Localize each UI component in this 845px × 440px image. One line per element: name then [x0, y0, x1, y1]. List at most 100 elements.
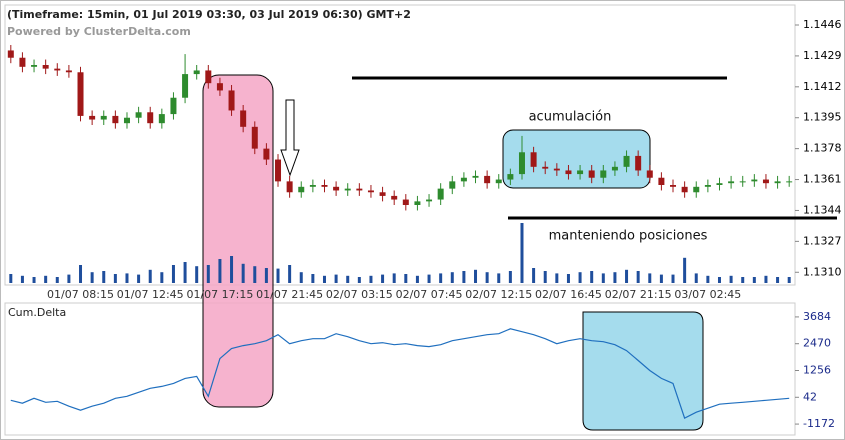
down-arrow — [280, 99, 300, 177]
volume-bar — [659, 274, 663, 283]
candle-body — [100, 115, 107, 120]
candle-body — [762, 179, 769, 184]
candle-body — [588, 170, 595, 178]
accumulation-box — [502, 129, 651, 189]
candle-body — [786, 181, 793, 183]
volume-bar — [590, 271, 594, 283]
candle-body — [42, 65, 49, 69]
candle-body — [449, 181, 456, 189]
candle-body — [19, 57, 26, 67]
volume-bar — [543, 271, 547, 283]
candle-body — [391, 195, 398, 200]
x-tick-label: 01/07 21:45 — [256, 288, 323, 301]
volume-bar — [752, 277, 756, 283]
x-tick-label: 02/07 16:45 — [535, 288, 602, 301]
volume-bar — [264, 268, 268, 283]
volume-bar — [776, 277, 780, 283]
volume-bar — [230, 256, 234, 283]
volume-bar — [55, 277, 59, 283]
volume-bar — [90, 272, 94, 283]
candle-body — [228, 90, 235, 111]
volume-bar — [79, 265, 83, 283]
volume-bar — [532, 268, 536, 283]
annotation: acumulación — [529, 110, 612, 125]
volume-bar — [427, 274, 431, 283]
candle-body — [275, 159, 282, 182]
volume-bar — [160, 272, 164, 283]
candle-body — [658, 177, 665, 185]
volume-bar — [299, 272, 303, 283]
volume-bar — [706, 275, 710, 283]
x-tick-label: 01/07 12:45 — [117, 288, 184, 301]
y-tick-label: 1.1429 — [803, 49, 842, 62]
volume-bar — [439, 273, 443, 283]
y-tick-label: 1.1361 — [803, 173, 842, 186]
volume-bar — [125, 273, 129, 283]
candle-body — [31, 65, 38, 67]
y-tick-label: -1172 — [803, 417, 835, 430]
candle-body — [472, 175, 479, 178]
candle-body — [170, 97, 177, 115]
y-tick-label: 1.1446 — [803, 18, 842, 31]
volume-bar — [322, 275, 326, 283]
candle-body — [123, 117, 130, 124]
candle-body — [263, 148, 270, 160]
x-tick-label: 02/07 07:45 — [396, 288, 463, 301]
candle-body — [565, 170, 572, 175]
volume-bar — [613, 272, 617, 283]
volume-bar — [206, 265, 210, 283]
candle-body — [704, 185, 711, 187]
candle-body — [437, 188, 444, 200]
volume-bar — [137, 274, 141, 283]
volume-bar — [485, 272, 489, 283]
candle-body — [600, 170, 607, 178]
candle-body — [193, 70, 200, 75]
volume-bar — [741, 277, 745, 283]
annotation: manteniendo posiciones — [549, 229, 708, 244]
y-tick-label: 1.1310 — [803, 265, 842, 278]
price-panel — [4, 4, 796, 286]
candle-body — [309, 185, 316, 187]
y-tick-label: 1.1378 — [803, 142, 842, 155]
volume-bar — [171, 265, 175, 283]
candle-body — [298, 186, 305, 193]
candle-body — [402, 199, 409, 205]
candle-body — [216, 83, 223, 91]
volume-bar — [67, 274, 71, 283]
volume-bar — [671, 274, 675, 283]
candle-body — [728, 181, 735, 184]
volume-bar — [218, 259, 222, 283]
y-tick-label: 1.1412 — [803, 80, 842, 93]
volume-bar — [566, 274, 570, 283]
y-tick-label: 42 — [803, 390, 817, 403]
volume-bar — [32, 277, 36, 283]
highlight-zone — [202, 74, 274, 408]
candle-body — [367, 190, 374, 193]
panel-title: Cum.Delta — [8, 306, 66, 319]
candle-body — [379, 192, 386, 196]
volume-bar — [787, 277, 791, 283]
volume-bar — [648, 273, 652, 283]
volume-bar — [392, 273, 396, 283]
candle-body — [635, 155, 642, 171]
volume-bar — [578, 272, 582, 283]
volume-bar — [462, 271, 466, 283]
candle-body — [577, 170, 584, 175]
candle-body — [739, 181, 746, 183]
y-tick-label: 1256 — [803, 363, 831, 376]
candle-body — [507, 174, 514, 180]
volume-bar — [764, 275, 768, 283]
candle-body — [77, 72, 84, 116]
candle-body — [89, 115, 96, 120]
volume-bar — [404, 274, 408, 283]
candle-body — [7, 50, 14, 58]
volume-bar — [241, 263, 245, 283]
y-tick-label: 1.1395 — [803, 111, 842, 124]
volume-bar — [113, 274, 117, 283]
candle-body — [251, 126, 258, 149]
volume-bar — [381, 274, 385, 283]
candle-body — [356, 188, 363, 191]
volume-bar — [497, 273, 501, 283]
candle-body — [182, 74, 189, 98]
